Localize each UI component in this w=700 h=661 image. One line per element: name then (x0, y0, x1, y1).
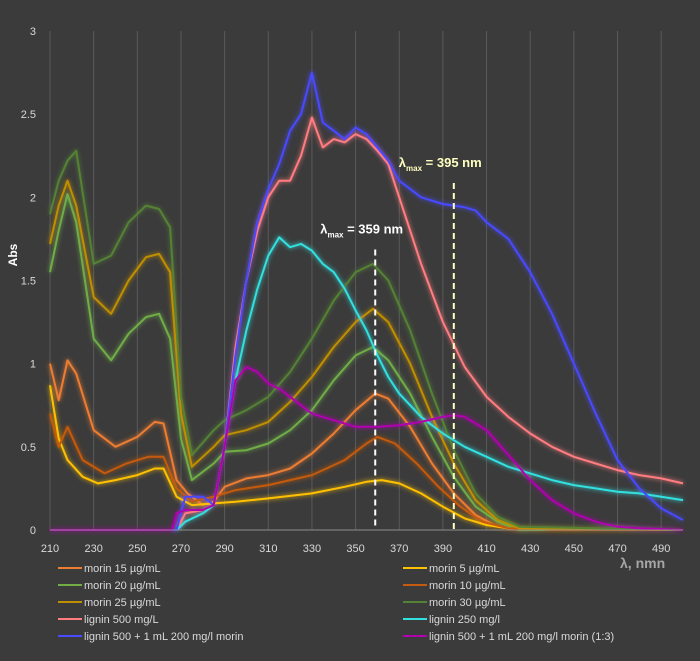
series-line (50, 71, 684, 531)
legend: morin 15 µg/mL morin 5 µg/mL morin 20 µg/m… (58, 563, 614, 643)
y-tick-label: 1 (30, 359, 36, 371)
x-tick-label: 270 (172, 543, 190, 555)
series-line (49, 149, 684, 531)
legend-label: morin 10 µg/mL (429, 580, 506, 592)
y-tick-label: 1.5 (21, 276, 36, 288)
series-line (49, 179, 684, 531)
series-line (49, 413, 683, 531)
y-tick-label: 3 (30, 26, 36, 38)
y-tick-label: 2 (30, 192, 36, 204)
legend-label: morin 5 µg/mL (429, 563, 500, 575)
axes: 210 230 250 270 290 310 330 350 370 390 410 430 450 4… (21, 26, 683, 555)
annotations: λmax = 359 nm λmax = 395 nm (320, 155, 482, 530)
x-tick-label: 370 (390, 543, 408, 555)
legend-label: morin 30 µg/mL (429, 597, 506, 609)
legend-label: lignin 500 + 1 mL 200 mg/l morin (1:3) (429, 631, 614, 643)
series-line (49, 193, 683, 531)
legend-label: morin 20 µg/mL (84, 580, 161, 592)
series-line (50, 366, 684, 531)
y-axis-title: Abs (6, 243, 20, 266)
y-tick-label: 2.5 (21, 109, 36, 121)
series-lines (49, 71, 684, 531)
legend-label: morin 25 µg/mL (84, 597, 161, 609)
x-tick-label: 490 (652, 543, 670, 555)
y-tick-label: 0.5 (21, 442, 36, 454)
x-tick-label: 390 (434, 543, 452, 555)
lambda-max-label: λmax = 359 nm (320, 222, 403, 240)
y-tick-label: 0 (30, 525, 36, 537)
x-tick-label: 470 (608, 543, 626, 555)
x-tick-label: 350 (346, 543, 364, 555)
x-tick-label: 230 (84, 543, 102, 555)
series-line (49, 359, 683, 531)
lambda-max-label: λmax = 395 nm (399, 155, 482, 173)
x-tick-label: 290 (215, 543, 233, 555)
legend-label: lignin 500 + 1 mL 200 mg/l morin (84, 631, 243, 643)
legend-label: lignin 250 mg/l (429, 614, 500, 626)
x-tick-label: 310 (259, 543, 277, 555)
series-line (49, 385, 683, 531)
legend-label: morin 15 µg/mL (84, 563, 161, 575)
x-tick-label: 450 (565, 543, 583, 555)
x-tick-label: 210 (41, 543, 59, 555)
x-tick-label: 250 (128, 543, 146, 555)
x-tick-label: 330 (303, 543, 321, 555)
legend-label: lignin 500 mg/L (84, 614, 159, 626)
x-axis-title: λ, nmn (620, 555, 665, 571)
gridlines (49, 31, 662, 530)
x-tick-label: 410 (477, 543, 495, 555)
x-tick-label: 430 (521, 543, 539, 555)
